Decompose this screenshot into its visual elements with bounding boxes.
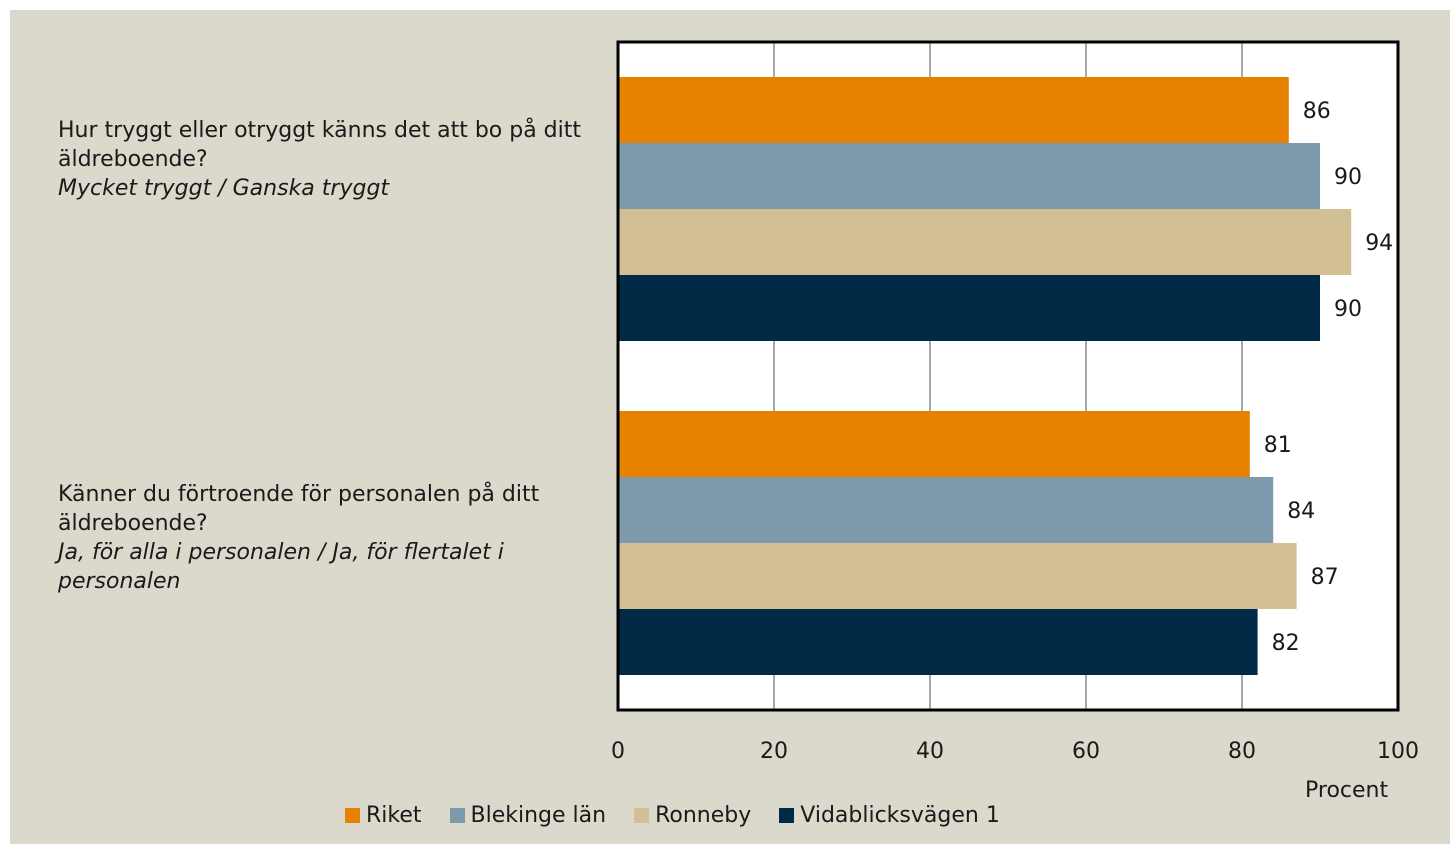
category-subtitle-1: Mycket tryggt / Ganska tryggt [58, 176, 390, 201]
category-subtitle-2: Ja, för alla i personalen / Ja, för fler… [58, 540, 504, 594]
data-label-2-1: 81 [1264, 433, 1292, 458]
category-question-2: Känner du förtroende för personalen på d… [58, 482, 540, 536]
category-question-1: Hur tryggt eller otryggt känns det att b… [58, 118, 582, 172]
bar-1-1 [618, 77, 1289, 143]
x-tick-label-80: 80 [1228, 739, 1256, 764]
category-label-2: Känner du förtroende för personalen på d… [58, 480, 598, 596]
x-tick-label-60: 60 [1072, 739, 1100, 764]
data-label-2-2: 84 [1287, 499, 1315, 524]
data-label-1-4: 90 [1334, 297, 1362, 322]
bar-2-4 [618, 609, 1258, 675]
bar-2-1 [618, 411, 1250, 477]
legend-swatch-3 [634, 807, 650, 823]
data-label-1-3: 94 [1365, 231, 1393, 256]
plot-border [616, 40, 1400, 712]
x-tick-label-20: 20 [760, 739, 788, 764]
data-label-2-3: 87 [1311, 565, 1339, 590]
legend-swatch-2 [449, 807, 465, 823]
data-label-1-1: 86 [1303, 99, 1331, 124]
x-tick-label-100: 100 [1377, 739, 1419, 764]
legend-label-2: Blekinge län [470, 802, 607, 828]
legend-item-3: Ronneby [634, 803, 751, 828]
legend-item-1: Riket [345, 803, 422, 828]
x-axis-unit-label: Procent [1305, 778, 1389, 803]
x-tick-label-40: 40 [916, 739, 944, 764]
legend-swatch-1 [345, 807, 360, 823]
x-tick-label-0: 0 [611, 739, 625, 764]
legend-label-4: Vidablicksvägen 1 [800, 802, 1000, 828]
legend: Riket Blekinge län Ronneby Vidablicksvägen … [345, 800, 1028, 830]
legend-item-4: Vidablicksvägen 1 [779, 803, 1000, 828]
legend-label-1: Riket [366, 802, 422, 828]
data-label-1-2: 90 [1334, 165, 1362, 190]
bar-2-2 [618, 477, 1274, 543]
legend-item-2: Blekinge län [449, 802, 607, 828]
legend-swatch-4 [779, 807, 795, 823]
bar-1-3 [618, 209, 1352, 275]
bar-1-4 [618, 275, 1320, 341]
bar-2-3 [618, 543, 1297, 609]
category-label-1: Hur tryggt eller otryggt känns det att b… [58, 116, 598, 203]
bar-1-2 [618, 143, 1320, 209]
data-label-2-4: 82 [1272, 631, 1300, 656]
legend-label-3: Ronneby [655, 802, 752, 828]
